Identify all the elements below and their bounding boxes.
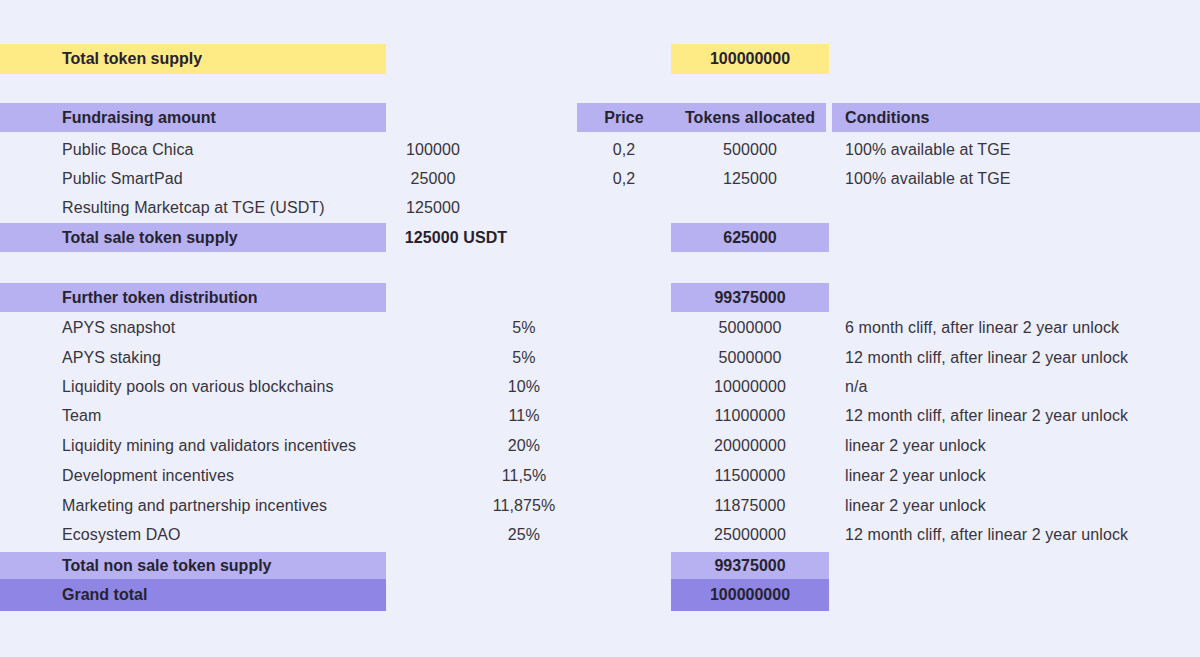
row-conditions: n/a [845, 373, 868, 401]
total-token-supply-label-cell: Total token supply [0, 44, 386, 74]
total-non-sale-label-cell: Total non sale token supply [0, 552, 386, 579]
row-tokens: 11875000 [671, 492, 829, 520]
row-conditions: linear 2 year unlock [845, 432, 986, 460]
row-label: Team [62, 402, 102, 430]
row-label: APYS snapshot [62, 314, 175, 342]
total-sale-amount-cell: 125000 USDT [380, 223, 532, 252]
conditions-column-header: Conditions [845, 103, 930, 132]
row-tokens: 5000000 [671, 344, 829, 372]
row-label: APYS staking [62, 344, 161, 372]
total-token-supply-value-cell: 100000000 [671, 44, 829, 74]
row-conditions: 12 month cliff, after linear 2 year unlo… [845, 521, 1128, 549]
grand-total-label-cell: Grand total [0, 579, 386, 611]
row-tokens: 11000000 [671, 402, 829, 430]
row-percent: 20% [464, 432, 584, 460]
row-conditions: 12 month cliff, after linear 2 year unlo… [845, 344, 1128, 372]
row-conditions: 100% available at TGE [845, 165, 1010, 193]
row-label: Liquidity pools on various blockchains [62, 373, 334, 401]
tokens-allocated-column-header: Tokens allocated [671, 103, 829, 132]
row-percent: 25% [464, 521, 584, 549]
row-label: Public SmartPad [62, 165, 183, 193]
row-conditions: 12 month cliff, after linear 2 year unlo… [845, 402, 1128, 430]
total-sale-label-cell: Total sale token supply [0, 223, 386, 252]
row-conditions: linear 2 year unlock [845, 462, 986, 490]
total-non-sale-tokens-cell: 99375000 [671, 552, 829, 579]
row-tokens: 10000000 [671, 373, 829, 401]
row-tokens: 20000000 [671, 432, 829, 460]
row-amount: 25000 [380, 165, 486, 193]
row-percent: 11,875% [464, 492, 584, 520]
tokenomics-sheet: Total token supply 100000000 Fundraising… [0, 0, 1200, 657]
row-label: Marketing and partnership incentives [62, 492, 327, 520]
row-conditions: linear 2 year unlock [845, 492, 986, 520]
price-column-header: Price [577, 103, 671, 132]
row-label: Development incentives [62, 462, 234, 490]
row-price: 0,2 [577, 165, 671, 193]
row-label: Public Boca Chica [62, 136, 194, 164]
row-percent: 5% [464, 314, 584, 342]
row-percent: 10% [464, 373, 584, 401]
row-conditions: 100% available at TGE [845, 136, 1010, 164]
distribution-header-cell: Further token distribution [0, 283, 386, 312]
row-tokens: 125000 [671, 165, 829, 193]
row-tokens: 11500000 [671, 462, 829, 490]
fundraising-header-cell: Fundraising amount [0, 103, 386, 132]
row-tokens: 25000000 [671, 521, 829, 549]
row-amount: 125000 [380, 194, 486, 222]
row-label: Ecosystem DAO [62, 521, 181, 549]
row-percent: 11,5% [464, 462, 584, 490]
grand-total-tokens-cell: 100000000 [671, 579, 829, 611]
row-percent: 11% [464, 402, 584, 430]
row-tokens: 500000 [671, 136, 829, 164]
row-amount: 100000 [380, 136, 486, 164]
total-sale-tokens-cell: 625000 [671, 223, 829, 252]
row-price: 0,2 [577, 136, 671, 164]
row-conditions: 6 month cliff, after linear 2 year unloc… [845, 314, 1119, 342]
distribution-header-tokens-cell: 99375000 [671, 283, 829, 312]
row-tokens: 5000000 [671, 314, 829, 342]
row-label: Resulting Marketcap at TGE (USDT) [62, 194, 325, 222]
row-percent: 5% [464, 344, 584, 372]
row-label: Liquidity mining and validators incentiv… [62, 432, 356, 460]
